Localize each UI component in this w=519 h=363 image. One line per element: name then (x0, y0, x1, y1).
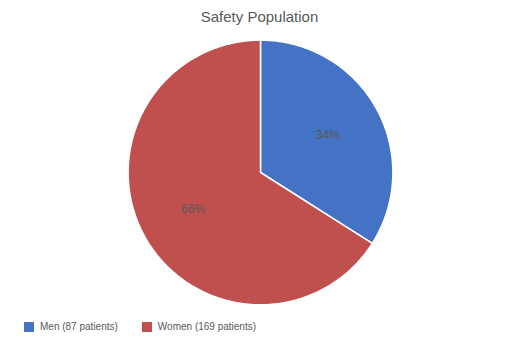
svg-text:34%: 34% (315, 128, 339, 142)
svg-text:66%: 66% (181, 202, 205, 216)
html-text:Women (169 patients): Women (169 patients) (157, 321, 256, 332)
html-text:Safety Population: Safety Population (200, 8, 319, 25)
html-text:Men (87 patients): Men (87 patients) (40, 321, 118, 332)
